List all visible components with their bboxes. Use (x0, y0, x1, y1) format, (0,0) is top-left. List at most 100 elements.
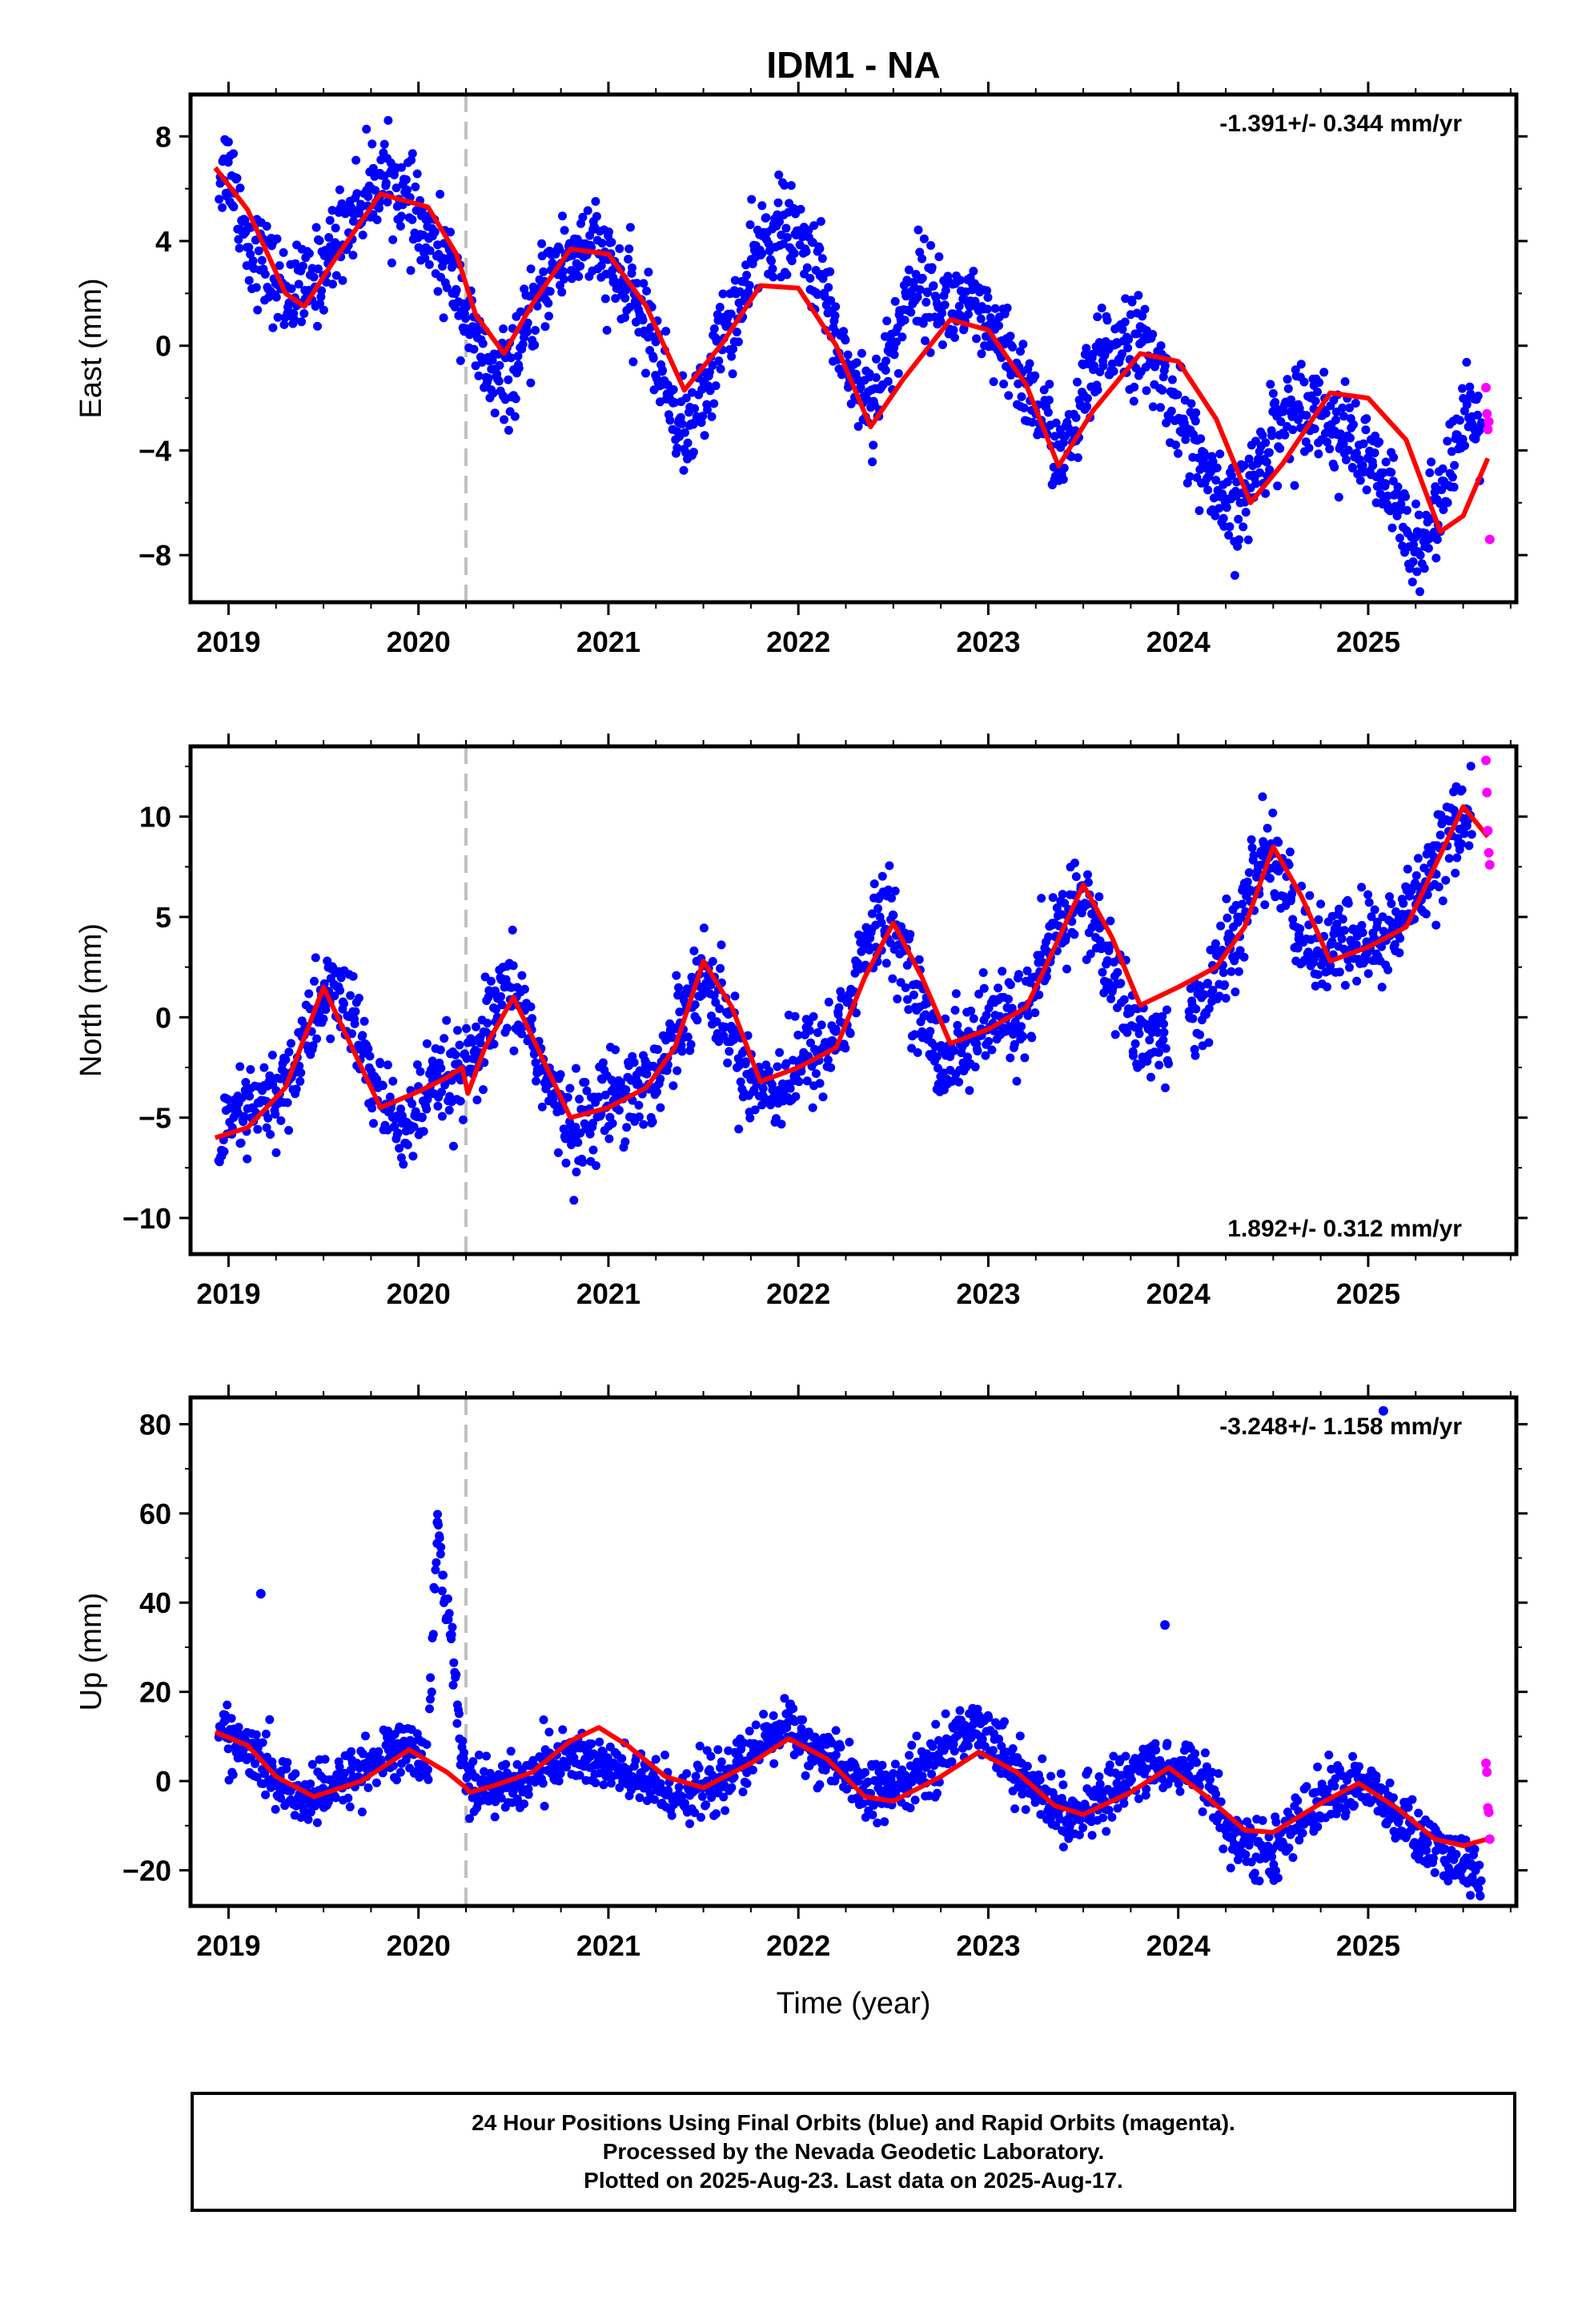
final-point (620, 293, 630, 303)
final-point (1364, 898, 1374, 907)
final-point (1338, 403, 1347, 412)
final-point (811, 1069, 821, 1079)
final-point (592, 211, 601, 221)
final-point (785, 1084, 795, 1093)
final-point (1140, 304, 1150, 314)
final-point (1255, 468, 1264, 477)
final-point (291, 1084, 301, 1094)
final-point (1167, 375, 1177, 384)
final-point (1162, 1739, 1172, 1748)
final-point (881, 959, 891, 968)
final-point (604, 1134, 614, 1144)
final-point (926, 1027, 935, 1036)
final-point (486, 976, 496, 986)
final-point (403, 185, 412, 195)
final-point (1142, 1784, 1151, 1794)
final-point (1335, 967, 1344, 977)
final-point (650, 1795, 659, 1804)
final-point (1200, 1748, 1210, 1758)
final-point (932, 1052, 942, 1062)
final-point (1444, 854, 1454, 863)
final-point (836, 987, 845, 996)
final-point (614, 1105, 624, 1115)
final-point (648, 1117, 657, 1127)
final-point (232, 174, 242, 183)
final-point (383, 1727, 393, 1735)
final-point (1235, 946, 1245, 955)
final-point (437, 1112, 447, 1121)
final-point (1191, 1749, 1200, 1759)
final-point (324, 233, 334, 242)
final-point (758, 1084, 768, 1093)
final-point (1319, 368, 1329, 377)
final-point (1062, 932, 1070, 942)
final-point (1345, 963, 1354, 972)
final-point (1465, 382, 1475, 392)
final-point (263, 1113, 273, 1123)
final-point (449, 1658, 459, 1667)
final-point (625, 223, 635, 232)
final-point (905, 1803, 915, 1813)
final-point (456, 1096, 465, 1106)
final-point (938, 340, 947, 349)
final-point (251, 1730, 261, 1739)
final-point (331, 1793, 340, 1803)
final-point (759, 1710, 769, 1719)
final-point (1395, 948, 1404, 958)
final-point (668, 1032, 677, 1042)
final-point (938, 308, 947, 318)
final-point (757, 249, 766, 259)
y-axis-label: North (mm) (74, 923, 108, 1077)
final-point (430, 227, 440, 237)
final-point (1123, 344, 1133, 352)
final-point (789, 1704, 798, 1713)
final-point (1141, 1791, 1150, 1800)
final-point (514, 364, 524, 373)
final-point (1055, 1815, 1065, 1823)
final-point (1083, 870, 1092, 879)
final-point (284, 1047, 294, 1057)
final-point (1311, 396, 1320, 406)
final-point (732, 328, 741, 337)
final-point (927, 263, 937, 272)
final-point (415, 1772, 424, 1782)
final-point (351, 1007, 360, 1016)
final-point (1383, 491, 1392, 501)
final-point (229, 202, 239, 211)
final-point (409, 1122, 419, 1132)
final-point (773, 1062, 782, 1072)
final-point (417, 1112, 427, 1122)
final-point (575, 1095, 584, 1104)
final-point (1107, 1812, 1117, 1822)
final-point (265, 1715, 275, 1724)
final-point (427, 1687, 436, 1697)
final-point (1008, 1744, 1018, 1753)
final-point (557, 287, 567, 297)
final-point (639, 279, 648, 288)
final-point (1161, 1043, 1170, 1053)
final-point (1413, 854, 1423, 863)
final-point (1343, 445, 1353, 455)
final-point (1375, 437, 1384, 447)
final-point (873, 1818, 882, 1827)
final-point (1255, 1876, 1264, 1886)
final-point (724, 1746, 733, 1755)
final-point (553, 1148, 563, 1157)
final-point (591, 197, 600, 206)
final-point (1349, 420, 1358, 429)
final-point (963, 1052, 972, 1062)
final-point (767, 256, 776, 266)
final-point (1363, 890, 1373, 899)
final-point (1295, 924, 1305, 934)
final-point (1316, 899, 1326, 909)
final-point (1358, 928, 1367, 938)
final-point (381, 179, 391, 187)
final-point (793, 1031, 803, 1039)
final-point (691, 1771, 701, 1781)
final-point (872, 354, 881, 364)
final-point (1090, 361, 1099, 371)
final-point (973, 1704, 982, 1714)
final-point (1094, 892, 1104, 902)
final-point (977, 349, 986, 359)
final-point (287, 1039, 295, 1048)
